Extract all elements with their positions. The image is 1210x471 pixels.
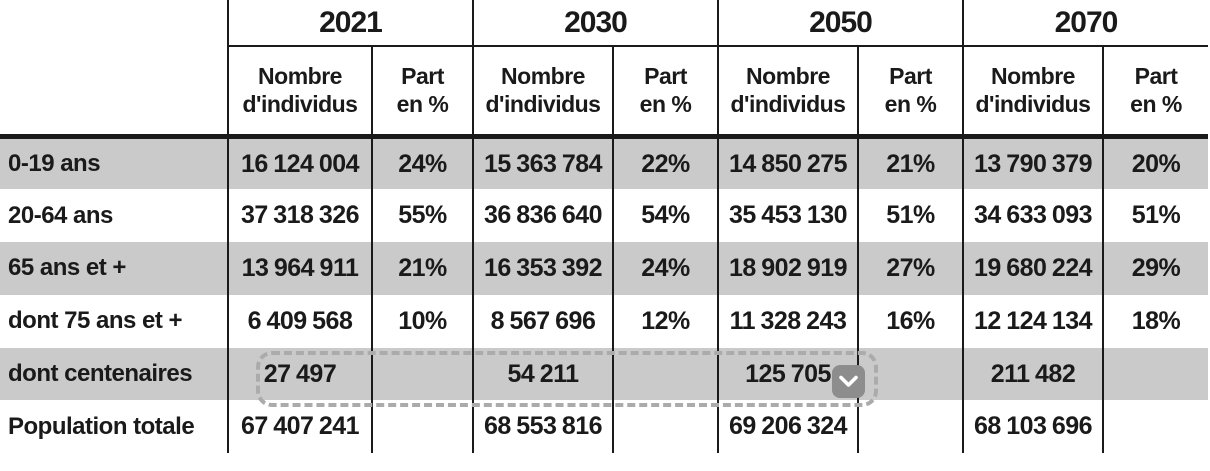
table-cell [371, 347, 473, 401]
row-label: 65 ans et + [8, 254, 126, 282]
subheader-share: Part en % [371, 46, 473, 139]
subheader-share: Part en % [1102, 46, 1208, 139]
table-cell: 8 567 696 [472, 294, 613, 348]
table-cell: 24% [612, 242, 718, 295]
data-table: 2021 2030 2050 2070 Nombre d'individus P… [0, 0, 1208, 454]
table-cell: 12 124 134 [962, 294, 1103, 348]
table-cell: 12% [612, 294, 718, 348]
table-cell: 15 363 784 [472, 136, 613, 190]
table-cell: 16% [857, 294, 963, 348]
table-cell: 67 407 241 [227, 400, 372, 454]
table-cell [857, 400, 963, 454]
subheader-count: Nombre d'individus [227, 46, 372, 139]
table-cell: 69 206 324 [717, 400, 858, 454]
table-row-dont-75-ans-et-plus: dont 75 ans et + 6 409 568 10% 8 567 696… [0, 294, 1208, 348]
table-row-20-64-ans: 20-64 ans 37 318 326 55% 36 836 640 54% … [0, 189, 1208, 243]
table-cell: 36 836 640 [472, 189, 613, 243]
table-cell: 27 497 [227, 347, 372, 401]
table-cell: 20% [1102, 136, 1208, 190]
table-cell: 16 353 392 [472, 242, 613, 295]
table-cell: 16 124 004 [227, 136, 372, 190]
table-cell: 37 318 326 [227, 189, 372, 243]
table-cell [371, 400, 473, 454]
table-cell: 29% [1102, 242, 1208, 295]
table-cell: 54% [612, 189, 718, 243]
subheader-count: Nombre d'individus [717, 46, 858, 139]
subheader-count: Nombre d'individus [962, 46, 1103, 139]
table-cell: 55% [371, 189, 473, 243]
table-cell: 18 902 919 [717, 242, 858, 295]
year-header-2030: 2030 [472, 0, 718, 47]
table-cell: 6 409 568 [227, 294, 372, 348]
table-cell [612, 400, 718, 454]
year-header-2050: 2050 [717, 0, 963, 47]
table-cell: 21% [371, 242, 473, 295]
table-cell: 11 328 243 [717, 294, 858, 348]
row-label: 0-19 ans [8, 150, 101, 178]
table-cell: 22% [612, 136, 718, 190]
table-cell [1102, 400, 1208, 454]
year-header-2070: 2070 [962, 0, 1208, 47]
table-cell: 34 633 093 [962, 189, 1103, 243]
table-cell: 27% [857, 242, 963, 295]
table-cell [612, 347, 718, 401]
table-cell: 19 680 224 [962, 242, 1103, 295]
table-cell: 51% [1102, 189, 1208, 243]
chevron-down-icon [838, 374, 859, 389]
table-row-dont-centenaires: dont centenaires 27 497 54 211 125 705 2… [0, 347, 1208, 401]
subheader-count: Nombre d'individus [472, 46, 613, 139]
row-label: dont centenaires [8, 360, 193, 388]
table-cell: 24% [371, 136, 473, 190]
subheader-share: Part en % [857, 46, 963, 139]
table-cell: 21% [857, 136, 963, 190]
corner-cell [0, 0, 228, 139]
row-label: Population totale [8, 412, 195, 440]
table-row-population-totale: Population totale 67 407 241 68 553 816 … [0, 400, 1208, 454]
table-cell: 68 553 816 [472, 400, 613, 454]
table-row-65-ans-et-plus: 65 ans et + 13 964 911 21% 16 353 392 24… [0, 242, 1208, 295]
table-cell: 35 453 130 [717, 189, 858, 243]
year-header-2021: 2021 [227, 0, 473, 47]
row-label: 20-64 ans [8, 201, 113, 229]
dropdown-chevron-button[interactable] [832, 365, 865, 398]
table-cell: 13 790 379 [962, 136, 1103, 190]
table-cell [1102, 347, 1208, 401]
table-cell: 13 964 911 [227, 242, 372, 295]
table-cell: 54 211 [472, 347, 613, 401]
subheader-share: Part en % [612, 46, 718, 139]
row-label: dont 75 ans et + [8, 307, 183, 335]
table-cell: 18% [1102, 294, 1208, 348]
table-cell: 51% [857, 189, 963, 243]
table-cell: 211 482 [962, 347, 1103, 401]
table-row-0-19-ans: 0-19 ans 16 124 004 24% 15 363 784 22% 1… [0, 136, 1208, 190]
table-cell: 14 850 275 [717, 136, 858, 190]
dropdown-selection-outline[interactable] [256, 351, 878, 407]
table-cell: 10% [371, 294, 473, 348]
table-cell: 68 103 696 [962, 400, 1103, 454]
